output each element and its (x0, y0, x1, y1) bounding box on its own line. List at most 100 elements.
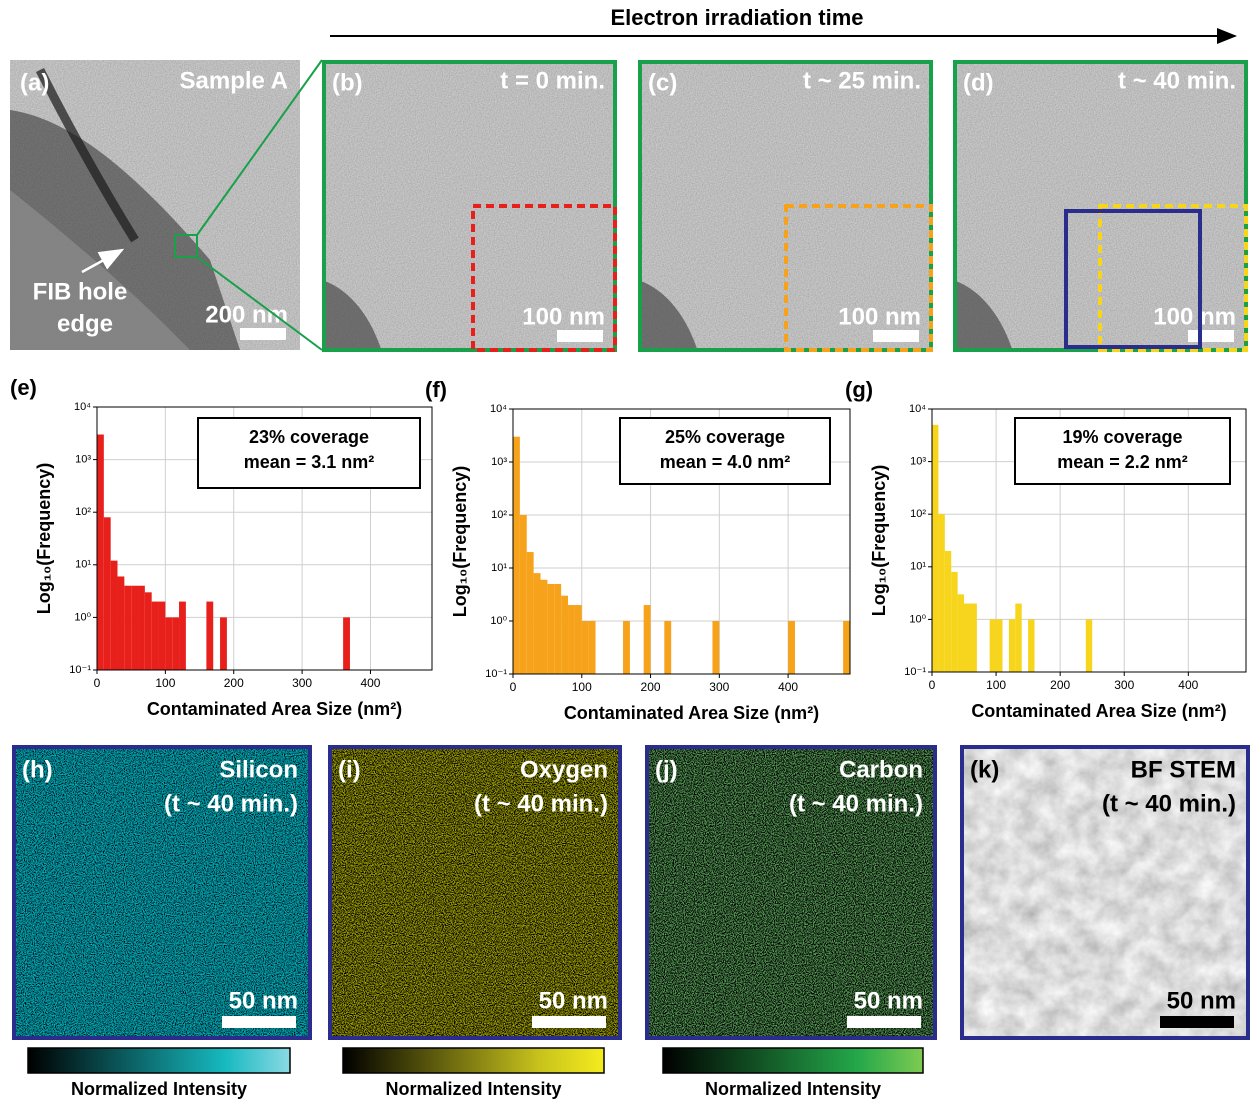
x-tick-label: 400 (778, 680, 798, 694)
y-tick-label: 10² (491, 509, 507, 521)
annotation: mean = 2.2 nm² (1057, 452, 1188, 472)
scale-bar-label: 100 nm (838, 303, 921, 330)
bar (541, 580, 548, 674)
panel-label: (j) (655, 756, 678, 783)
colorbar-label: Normalized Intensity (385, 1079, 561, 1099)
bar (1009, 619, 1015, 672)
x-tick-label: 200 (641, 680, 661, 694)
bar (644, 605, 651, 674)
y-tick-label: 10⁴ (909, 403, 926, 415)
bar (945, 551, 951, 672)
bar (159, 602, 166, 670)
bar (1086, 619, 1092, 672)
annotation: mean = 3.1 nm² (244, 452, 375, 472)
bar (1015, 604, 1021, 672)
y-tick-label: 10³ (910, 456, 926, 468)
element-label: BF STEM (1131, 756, 1236, 783)
bar (712, 621, 719, 674)
scale-bar (847, 1016, 921, 1028)
panel-label: (d) (963, 69, 994, 96)
y-tick-label: 10³ (75, 454, 91, 466)
x-tick-label: 100 (572, 680, 592, 694)
y-tick-label: 10¹ (491, 562, 507, 574)
scale-bar-label: 50 nm (229, 987, 298, 1014)
x-tick-label: 0 (510, 680, 517, 694)
bar (145, 592, 152, 670)
bar (104, 517, 111, 670)
bar (575, 605, 582, 674)
bar (152, 602, 159, 670)
y-tick-label: 10³ (491, 456, 507, 468)
bar (951, 572, 957, 672)
panel-title: Sample A (180, 67, 288, 94)
y-axis-label: Log₁₀(Frequency) (450, 466, 470, 618)
x-tick-label: 400 (1178, 678, 1198, 692)
y-axis-label: Log₁₀(Frequency) (34, 463, 54, 615)
scale-bar-label: 100 nm (522, 303, 605, 330)
y-tick-label: 10¹ (910, 561, 926, 573)
scale-bar-label: 50 nm (539, 987, 608, 1014)
bar (138, 586, 145, 670)
time-label: (t ~ 40 min.) (474, 790, 608, 817)
time-label: (t ~ 40 min.) (164, 790, 298, 817)
x-tick-label: 0 (929, 678, 936, 692)
bar (547, 584, 554, 674)
panel-label: (i) (338, 756, 361, 783)
panel-label: (b) (332, 69, 363, 96)
y-tick-label: 10¹ (75, 559, 91, 571)
figure: Electron irradiation time (a)Sample A200… (0, 0, 1255, 1102)
y-tick-label: 10⁰ (490, 615, 507, 627)
panel-label: (e) (10, 375, 37, 400)
bar (990, 619, 996, 672)
element-label: Oxygen (520, 756, 608, 783)
bar (220, 617, 227, 670)
scale-bar (873, 330, 919, 342)
bar (964, 604, 970, 672)
x-tick-label: 200 (224, 676, 244, 690)
bar (561, 596, 568, 674)
scale-bar (1160, 1016, 1234, 1028)
y-tick-label: 10⁻¹ (485, 668, 507, 680)
colorbar-label: Normalized Intensity (705, 1079, 881, 1099)
bar (589, 621, 596, 674)
panel-title: t ~ 40 min. (1118, 67, 1236, 94)
colorbar (28, 1048, 290, 1073)
bar (958, 594, 964, 672)
time-label: (t ~ 40 min.) (789, 790, 923, 817)
bar (843, 621, 850, 674)
y-tick-label: 10⁴ (490, 403, 507, 415)
annotation: FIB hole (33, 278, 128, 305)
colorbar (663, 1048, 923, 1073)
bar (1028, 619, 1034, 672)
x-tick-label: 300 (1114, 678, 1134, 692)
colorbar-label: Normalized Intensity (71, 1079, 247, 1099)
bar (996, 619, 1002, 672)
y-tick-label: 10⁻¹ (69, 664, 91, 676)
scale-bar-label: 50 nm (854, 987, 923, 1014)
bar (124, 586, 131, 670)
bar (97, 435, 104, 670)
panel-label: (g) (845, 377, 873, 402)
bar (554, 584, 561, 674)
y-tick-label: 10⁰ (74, 611, 91, 623)
bar (623, 621, 630, 674)
element-label: Carbon (839, 756, 923, 783)
panel-title: t ~ 25 min. (803, 67, 921, 94)
x-tick-label: 0 (94, 676, 101, 690)
element-label: Silicon (219, 756, 298, 783)
panel-label: (a) (20, 69, 49, 96)
x-tick-label: 100 (155, 676, 175, 690)
x-axis-label: Contaminated Area Size (nm²) (147, 699, 402, 719)
panel-label: (h) (22, 756, 53, 783)
x-axis-label: Contaminated Area Size (nm²) (564, 703, 819, 723)
y-tick-label: 10⁴ (74, 401, 91, 413)
bar (932, 425, 938, 672)
bar (527, 552, 534, 674)
x-tick-label: 300 (292, 676, 312, 690)
y-tick-label: 10² (75, 506, 91, 518)
scale-bar (1188, 330, 1234, 342)
scale-bar (557, 330, 603, 342)
bar (664, 621, 671, 674)
annotation: 19% coverage (1062, 427, 1182, 447)
bar (582, 621, 589, 674)
